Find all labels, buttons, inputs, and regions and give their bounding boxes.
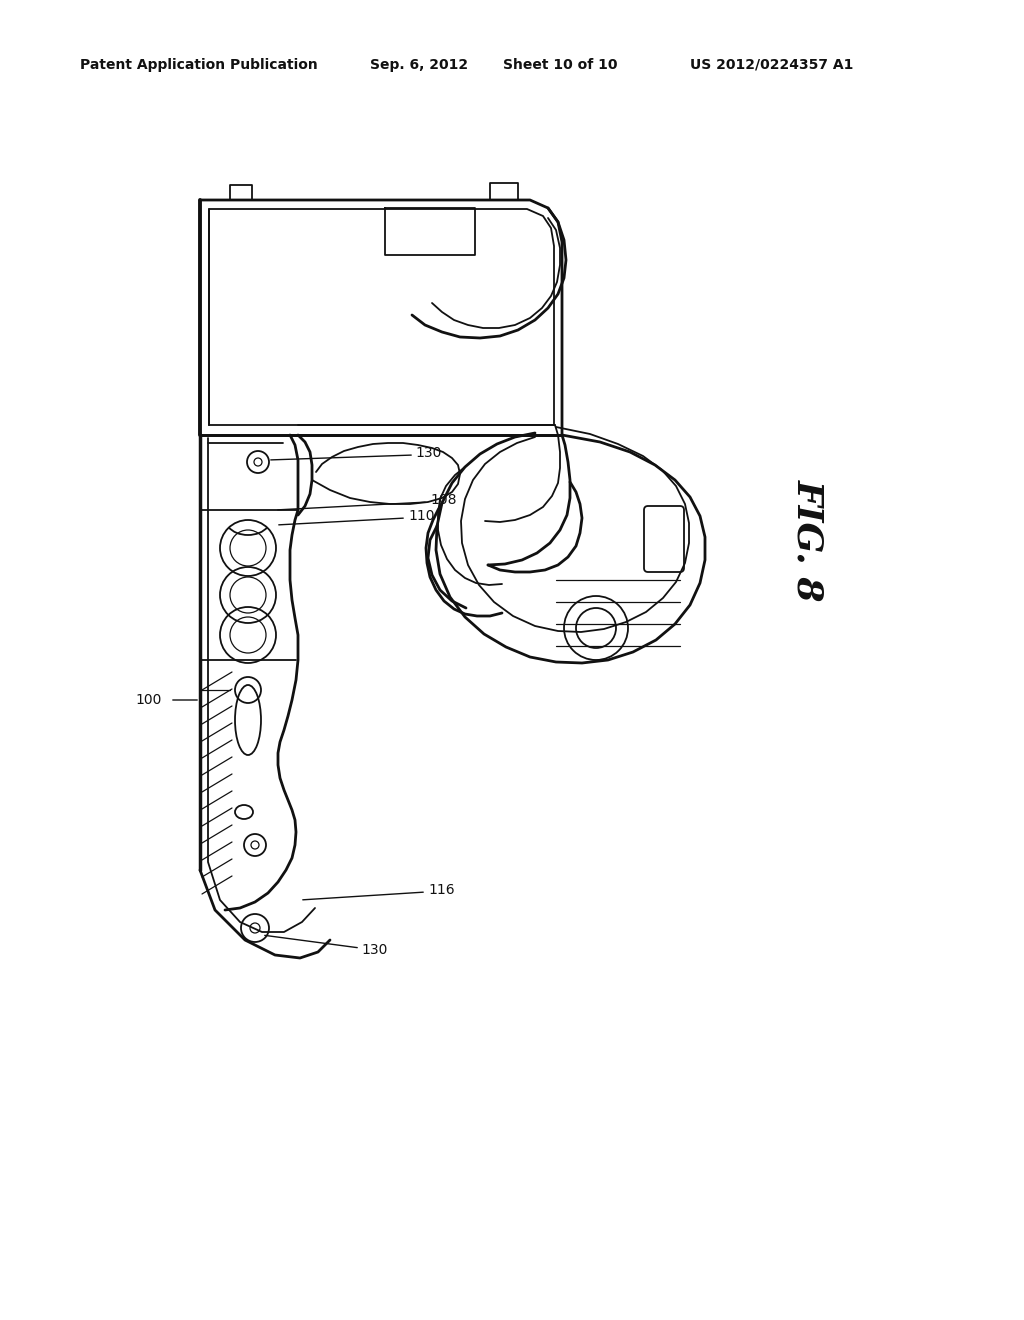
Text: Sep. 6, 2012: Sep. 6, 2012 — [370, 58, 468, 73]
Text: US 2012/0224357 A1: US 2012/0224357 A1 — [690, 58, 853, 73]
Text: 110: 110 — [408, 510, 434, 523]
Text: 116: 116 — [428, 883, 455, 898]
Text: 130: 130 — [361, 942, 388, 957]
Text: 130: 130 — [415, 446, 441, 459]
Text: 100: 100 — [135, 693, 162, 708]
Text: Patent Application Publication: Patent Application Publication — [80, 58, 317, 73]
Text: Sheet 10 of 10: Sheet 10 of 10 — [503, 58, 617, 73]
Text: 108: 108 — [430, 492, 457, 507]
Text: FIG. 8: FIG. 8 — [791, 479, 825, 601]
